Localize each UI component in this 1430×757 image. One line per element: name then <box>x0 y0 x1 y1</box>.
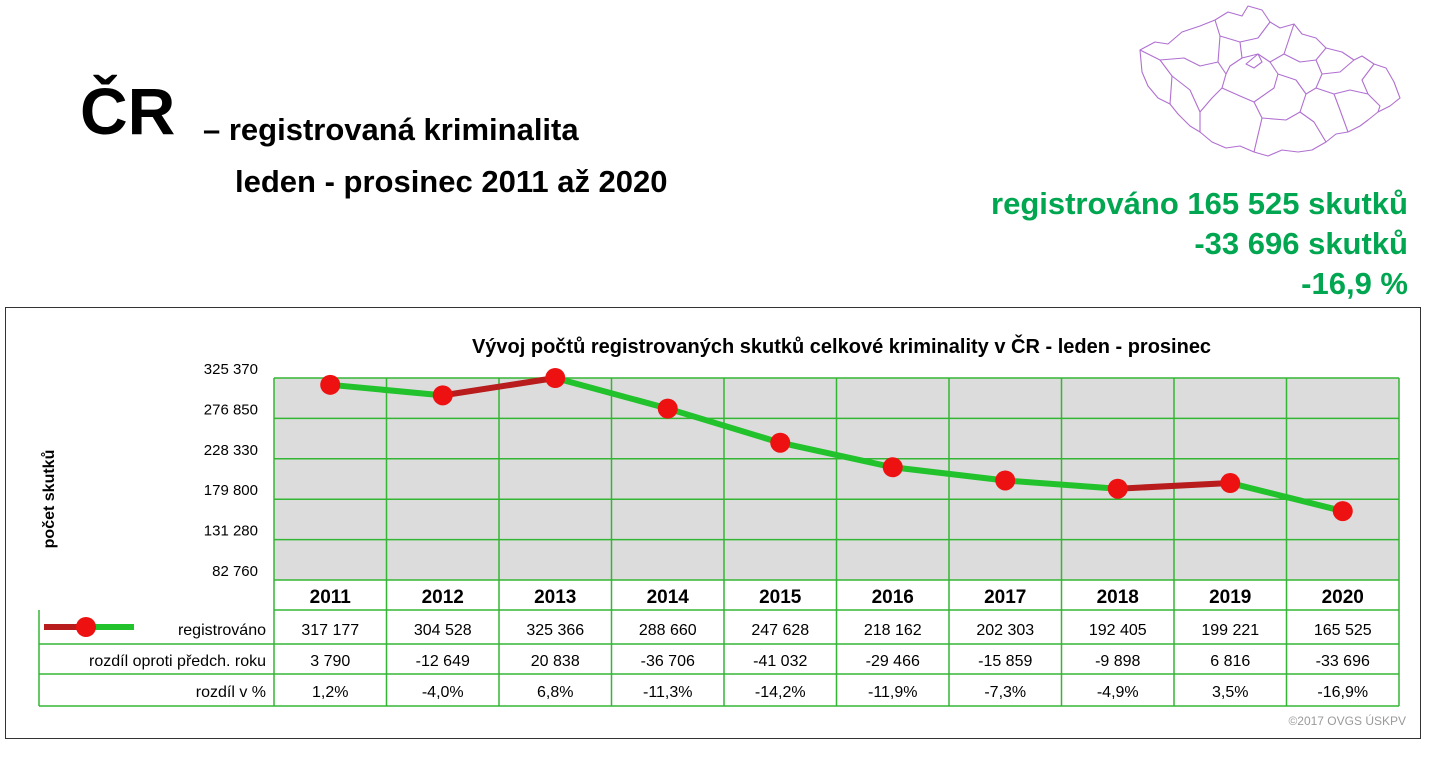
table-cell: 202 303 <box>976 622 1034 639</box>
x-tick-label: 2020 <box>1322 587 1364 608</box>
table-cell: -41 032 <box>753 653 807 670</box>
table-cell: -14,2% <box>755 684 806 701</box>
chart-title: Vývoj počtů registrovaných skutků celkov… <box>472 334 1211 358</box>
czech-regions-map-icon <box>1139 5 1401 157</box>
x-tick-label: 2016 <box>872 587 914 608</box>
table-cell: -4,9% <box>1097 684 1139 701</box>
data-point <box>657 398 678 419</box>
data-point <box>1220 473 1241 494</box>
header-country: ČR <box>80 74 176 148</box>
copyright-note: ©2017 OVGS ÚSKPV <box>1288 714 1406 728</box>
series-line-segment <box>1002 477 1121 492</box>
data-point <box>770 432 791 453</box>
table-cell: -15 859 <box>978 653 1032 670</box>
table-row-label: rozdíl v % <box>196 684 266 701</box>
table-cell: 6 816 <box>1210 653 1250 670</box>
crime-chart: Vývoj počtů registrovaných skutků celkov… <box>38 334 1400 707</box>
table-cell: 199 221 <box>1201 622 1259 639</box>
x-tick-label: 2014 <box>647 587 690 608</box>
series-line-segment <box>439 375 559 399</box>
chart-frame: Vývoj počtů registrovaných skutků celkov… <box>5 307 1421 739</box>
data-point <box>1107 478 1128 499</box>
series-line-segment <box>664 405 784 446</box>
series-line-segment <box>327 381 446 399</box>
x-tick-label: 2013 <box>534 587 576 608</box>
table-cell: 20 838 <box>531 653 580 670</box>
y-tick-label: 131 280 <box>204 523 258 540</box>
table-cell: -7,3% <box>984 684 1026 701</box>
table-cell: 304 528 <box>414 622 472 639</box>
table-cell: -11,3% <box>643 684 693 701</box>
table-cell: 288 660 <box>639 622 697 639</box>
table-cell: -11,9% <box>868 684 918 701</box>
x-tick-label: 2017 <box>984 587 1026 608</box>
data-point <box>995 470 1016 491</box>
summary-registered: registrováno 165 525 skutků <box>991 186 1408 221</box>
x-tick-label: 2019 <box>1209 587 1251 608</box>
y-tick-label: 82 760 <box>212 563 258 580</box>
table-cell: -4,0% <box>422 684 464 701</box>
table-cell: -29 466 <box>866 653 920 670</box>
table-cell: -36 706 <box>641 653 695 670</box>
table-cell: 218 162 <box>864 622 922 639</box>
table-cell: -12 649 <box>416 653 470 670</box>
data-point <box>432 385 453 406</box>
data-point <box>545 368 566 389</box>
legend-marker <box>76 617 96 637</box>
series-line-segment <box>1227 480 1346 515</box>
summary-block: registrováno 165 525 skutků -33 696 skut… <box>991 184 1408 304</box>
x-tick-label: 2015 <box>759 587 802 608</box>
table-cell: -16,9% <box>1317 684 1368 701</box>
summary-percent: -16,9 % <box>1301 266 1408 301</box>
x-tick-label: 2011 <box>310 587 352 608</box>
series-line-segment <box>889 464 1009 484</box>
series-line-segment <box>552 375 671 412</box>
table-cell: 6,8% <box>537 684 573 701</box>
y-tick-label: 179 800 <box>204 482 258 499</box>
series-line-segment <box>777 439 896 471</box>
table-cell: -33 696 <box>1316 653 1370 670</box>
table-cell: 3 790 <box>310 653 350 670</box>
y-tick-label: 325 370 <box>204 361 258 378</box>
summary-difference: -33 696 skutků <box>1194 226 1408 261</box>
y-axis-label: počet skutků <box>41 450 58 549</box>
table-cell: 317 177 <box>301 622 359 639</box>
table-cell: 247 628 <box>751 622 809 639</box>
table-cell: 325 366 <box>526 622 584 639</box>
header-subtitle: – registrovaná kriminalita <box>203 112 579 147</box>
table-cell: 1,2% <box>312 684 348 701</box>
x-tick-label: 2018 <box>1097 587 1139 608</box>
table-cell: -9 898 <box>1095 653 1140 670</box>
table-cell: 192 405 <box>1089 622 1147 639</box>
table-row-label: registrováno <box>178 622 266 639</box>
data-point <box>1332 501 1353 522</box>
header-period: leden - prosinec 2011 až 2020 <box>235 164 668 199</box>
series-line-segment <box>1114 480 1234 492</box>
x-tick-label: 2012 <box>422 587 464 608</box>
table-cell: 3,5% <box>1212 684 1248 701</box>
data-point <box>882 457 903 478</box>
table-row-label: rozdíl oproti předch. roku <box>89 653 266 670</box>
data-point <box>320 374 341 395</box>
table-cell: 165 525 <box>1314 622 1372 639</box>
y-tick-label: 276 850 <box>204 401 258 418</box>
y-tick-label: 228 330 <box>204 442 258 459</box>
